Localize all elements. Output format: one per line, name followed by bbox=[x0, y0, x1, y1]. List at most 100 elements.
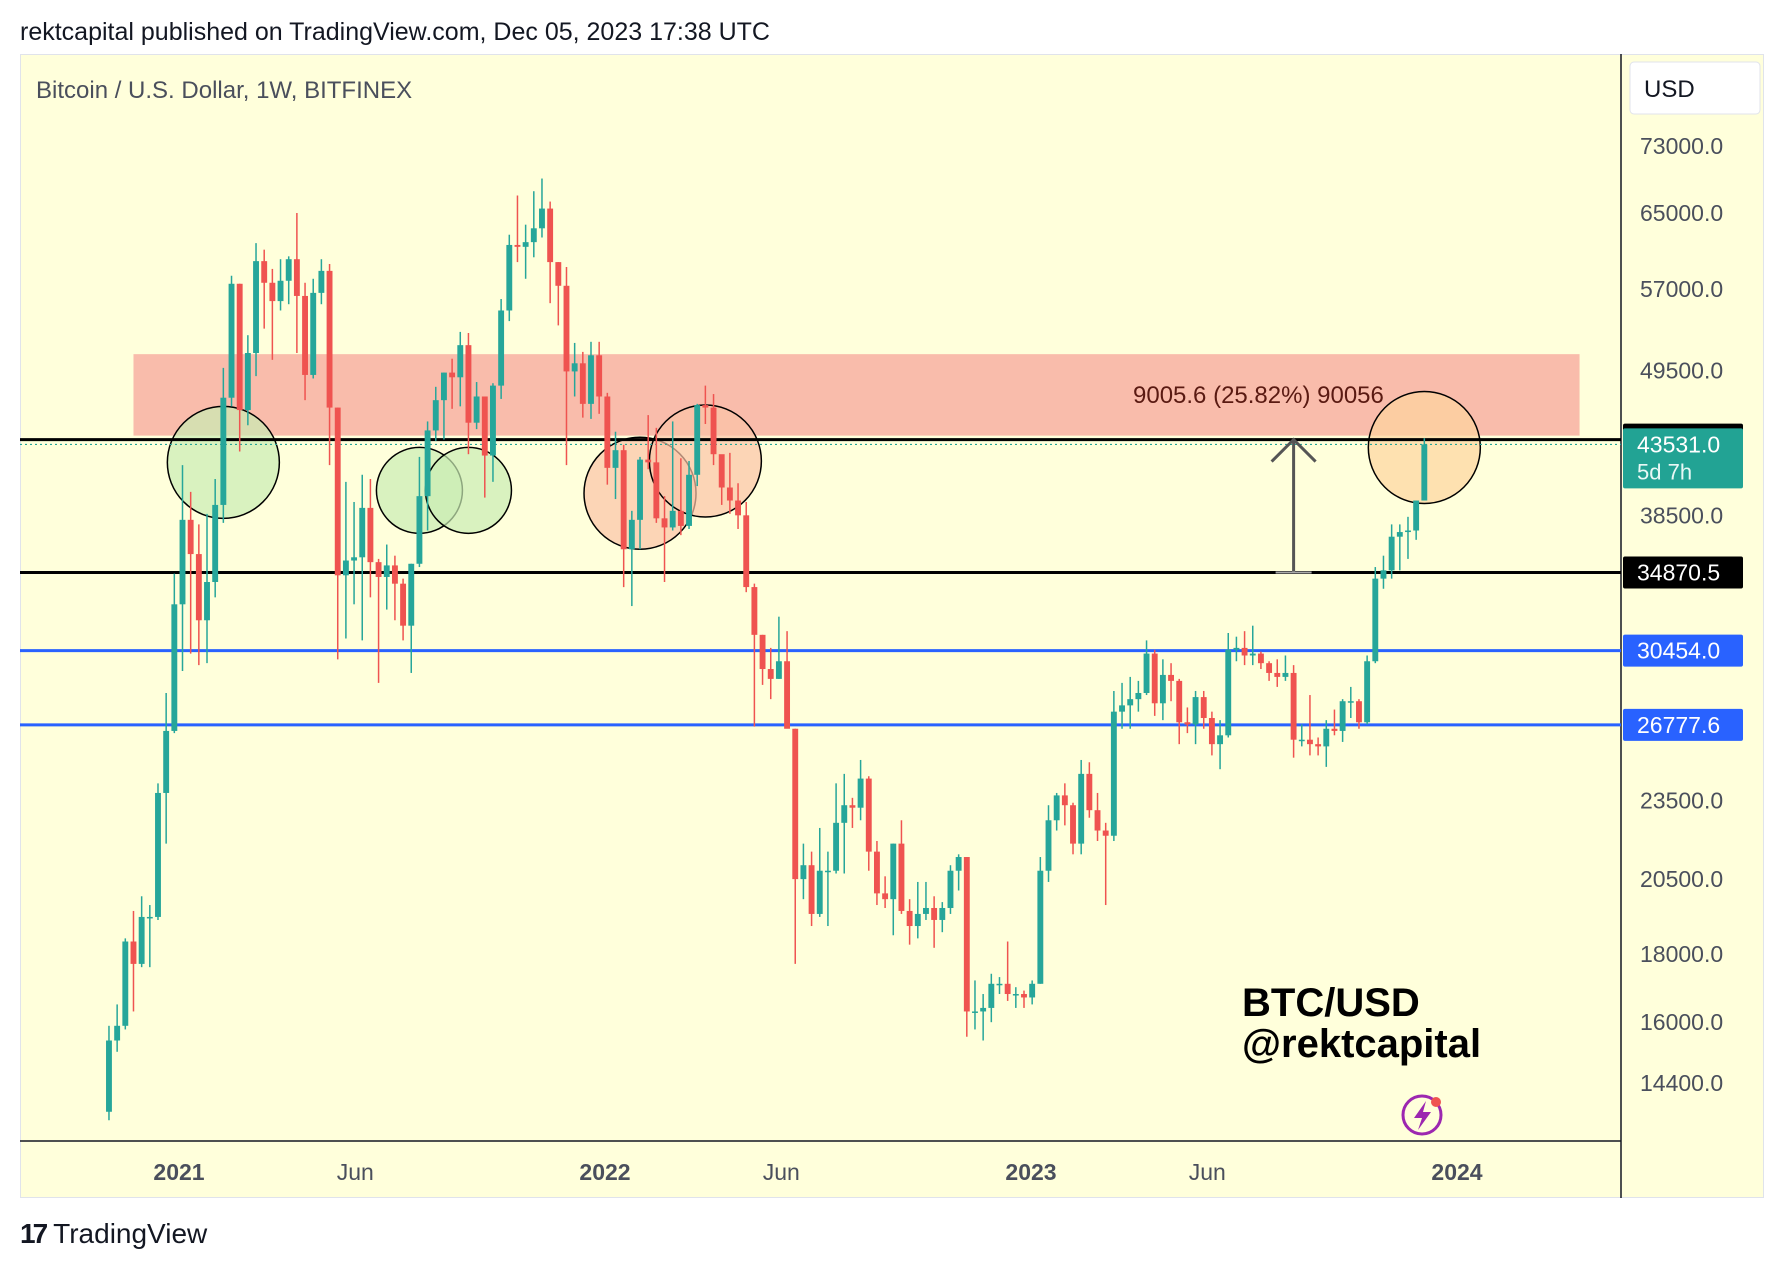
price-tick-label: 73000.0 bbox=[1640, 133, 1723, 159]
price-tick-label: 23500.0 bbox=[1640, 787, 1723, 813]
annotation-circle-3 bbox=[424, 446, 513, 535]
lightning-icon[interactable] bbox=[1401, 1094, 1443, 1136]
candle bbox=[457, 331, 464, 407]
candle-body bbox=[367, 507, 374, 563]
candle-body bbox=[833, 822, 840, 871]
candle bbox=[530, 191, 537, 258]
candle bbox=[334, 407, 341, 660]
candle-body bbox=[416, 496, 423, 564]
candle-body bbox=[1282, 672, 1289, 677]
candle-body bbox=[277, 280, 284, 302]
price-label-box bbox=[1623, 634, 1743, 667]
candle-body bbox=[890, 843, 897, 900]
candle-body bbox=[718, 454, 725, 488]
candle-body bbox=[767, 669, 774, 679]
price-axis[interactable]: 73000.0 65000.0 57000.0 49500.0 38500.0 23500… bbox=[1640, 133, 1723, 1096]
candle bbox=[816, 827, 823, 917]
candle-body bbox=[661, 518, 668, 528]
candle-body bbox=[1037, 870, 1044, 984]
candle bbox=[645, 415, 652, 470]
candle bbox=[1388, 524, 1395, 579]
candle-body bbox=[898, 843, 905, 911]
candle-body bbox=[1110, 711, 1117, 836]
candle-body bbox=[1078, 773, 1085, 844]
candle bbox=[923, 881, 929, 920]
candle bbox=[914, 881, 921, 939]
candle bbox=[841, 773, 848, 874]
candle bbox=[628, 510, 635, 607]
candle bbox=[285, 256, 292, 305]
time-tick-label: 2023 bbox=[1005, 1159, 1056, 1185]
candle bbox=[1331, 709, 1338, 736]
candle-body bbox=[702, 405, 709, 408]
price-label-box bbox=[1623, 428, 1743, 489]
candle bbox=[1159, 659, 1166, 721]
price-tick-label: 57000.0 bbox=[1640, 276, 1723, 302]
candle-body bbox=[939, 907, 946, 920]
candle-body bbox=[1257, 653, 1264, 664]
candle-body bbox=[841, 805, 848, 823]
candle bbox=[293, 213, 300, 354]
measure-label: 9005.6 (25.82%) 90056 bbox=[1133, 382, 1384, 409]
candle bbox=[416, 456, 423, 568]
candle bbox=[1135, 680, 1142, 712]
resistance-zone bbox=[133, 354, 1580, 436]
candle bbox=[1217, 720, 1224, 770]
candle bbox=[187, 491, 194, 654]
candlestick-series bbox=[106, 178, 1428, 1121]
candle-body bbox=[1070, 805, 1076, 844]
candle bbox=[539, 178, 545, 238]
candle-body bbox=[1012, 994, 1019, 996]
candle-body bbox=[1061, 795, 1068, 806]
time-axis[interactable]: 2021 Jun 2022 Jun 2023 Jun 2024 bbox=[153, 1159, 1482, 1185]
currency-button[interactable] bbox=[1629, 61, 1761, 115]
candle bbox=[253, 243, 259, 377]
candle bbox=[122, 938, 129, 1030]
candle-body bbox=[751, 587, 758, 635]
candle bbox=[849, 797, 856, 828]
candle bbox=[277, 259, 284, 311]
candle bbox=[146, 905, 153, 968]
candle-body bbox=[179, 519, 186, 605]
candle bbox=[138, 896, 145, 968]
price-tick-label: 14400.0 bbox=[1640, 1070, 1723, 1096]
candle bbox=[522, 224, 529, 279]
candle-body bbox=[677, 510, 684, 526]
candle bbox=[1053, 792, 1060, 831]
candle-body bbox=[963, 857, 970, 1012]
candle-body bbox=[138, 916, 145, 964]
candle bbox=[1372, 567, 1379, 664]
tradingview-footer[interactable]: 17 TradingView bbox=[20, 1218, 207, 1250]
candle bbox=[735, 483, 741, 529]
candle bbox=[432, 386, 439, 441]
measure-tool[interactable]: 9005.6 (25.82%) 90056 bbox=[1133, 382, 1384, 574]
candle bbox=[1192, 690, 1199, 745]
candle bbox=[1307, 695, 1313, 756]
candle-body bbox=[743, 515, 750, 588]
candle bbox=[1102, 822, 1109, 906]
candle-body bbox=[1151, 653, 1158, 704]
candle-body bbox=[171, 604, 178, 731]
candle bbox=[179, 465, 186, 671]
candle bbox=[980, 994, 987, 1041]
candle-body bbox=[653, 462, 660, 519]
candle bbox=[130, 910, 137, 1012]
candle bbox=[996, 977, 1003, 995]
candle-body bbox=[506, 244, 513, 311]
candle-body bbox=[530, 228, 537, 243]
candle-body bbox=[424, 430, 431, 497]
candle-body bbox=[808, 865, 815, 914]
candle bbox=[555, 262, 562, 326]
candle bbox=[1127, 676, 1134, 729]
candle bbox=[571, 342, 578, 397]
candle bbox=[1004, 941, 1011, 1001]
candle bbox=[236, 283, 243, 452]
candle bbox=[612, 431, 619, 500]
candle bbox=[800, 843, 807, 900]
candle-body bbox=[710, 407, 717, 455]
chart-panel[interactable] bbox=[20, 54, 1764, 1198]
candle bbox=[1347, 686, 1354, 719]
candle-body bbox=[1094, 810, 1101, 831]
candle-body bbox=[1143, 653, 1150, 693]
